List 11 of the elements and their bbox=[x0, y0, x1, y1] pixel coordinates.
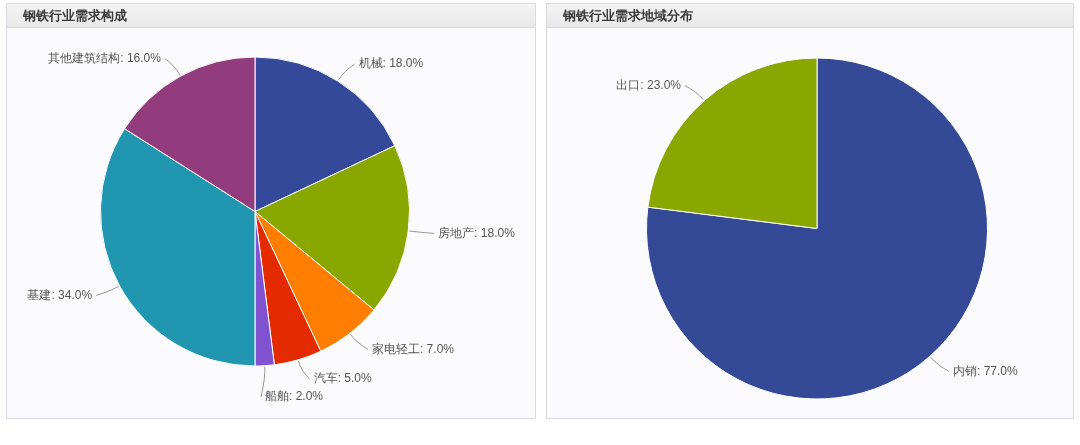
chart-title: 钢铁行业需求地域分布 bbox=[563, 7, 693, 25]
slice-label: 出口: 23.0% bbox=[616, 77, 682, 92]
slice-label: 汽车: 5.0% bbox=[313, 371, 373, 386]
slice-label: 其他建筑结构: 16.0% bbox=[48, 50, 162, 65]
slice-label: 房地产: 18.0% bbox=[438, 225, 516, 240]
slice-label: 船舶: 2.0% bbox=[265, 389, 324, 404]
slice-label: 机械: 18.0% bbox=[358, 56, 424, 71]
slice-label: 内销: 77.0% bbox=[952, 363, 1018, 378]
slice-label: 基建: 34.0% bbox=[27, 287, 93, 302]
chart-title: 钢铁行业需求构成 bbox=[23, 7, 127, 25]
slice-label: 家电轻工: 7.0% bbox=[371, 341, 455, 356]
